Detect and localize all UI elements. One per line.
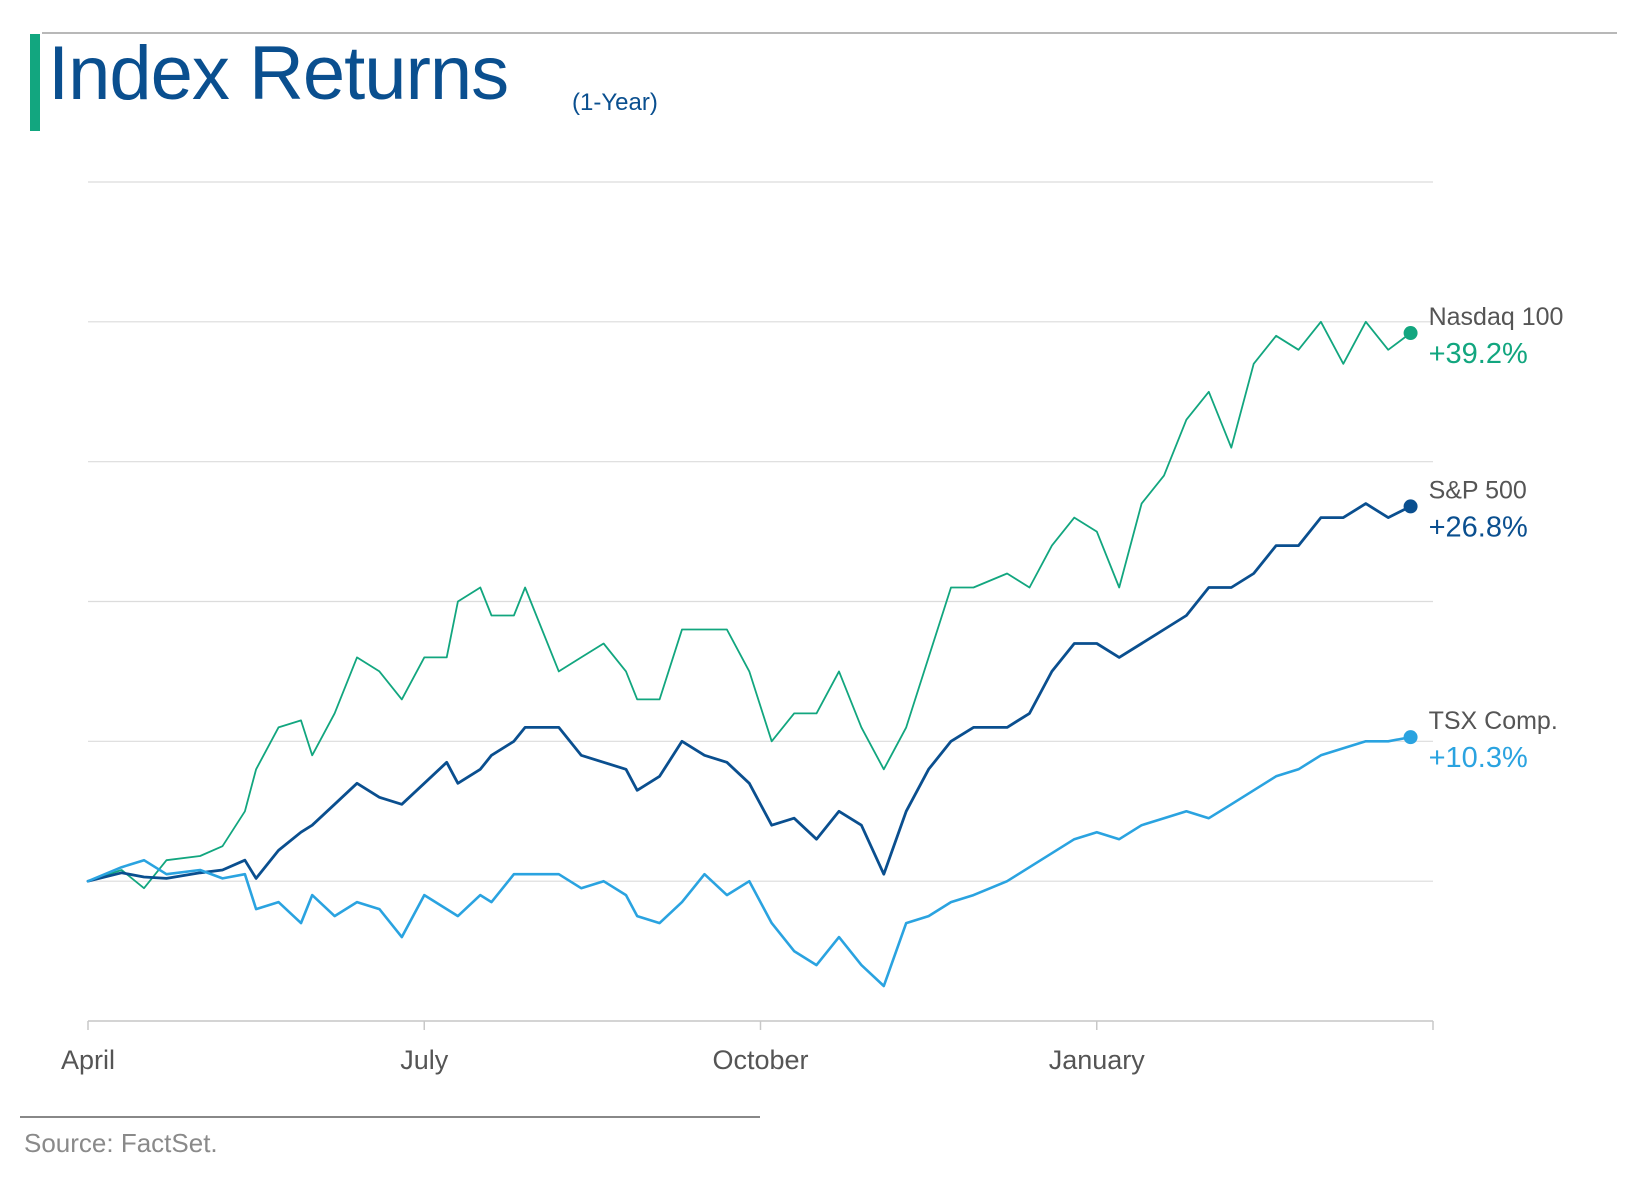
x-tick-label-3: January — [1049, 1045, 1146, 1075]
series-name-tsx-comp: TSX Comp. — [1429, 707, 1558, 735]
x-axis: April July October January — [61, 1020, 1434, 1075]
x-tick-label-1: July — [400, 1045, 449, 1075]
end-dot-s-p-500 — [1403, 499, 1418, 514]
series-line-nasdaq-100 — [87, 320, 1412, 890]
chart-title: Index Returns — [48, 31, 509, 116]
series-line-tsx-comp — [86, 735, 1412, 988]
series-value-nasdaq-100: +39.2% — [1429, 338, 1528, 370]
series-lines — [86, 320, 1412, 988]
title-accent-bar — [30, 34, 40, 131]
x-tick-label-2: October — [712, 1045, 808, 1075]
source-rule — [20, 1116, 760, 1118]
series-name-nasdaq-100: Nasdaq 100 — [1429, 303, 1564, 331]
x-tick-label-0: April — [61, 1045, 115, 1075]
end-labels: Nasdaq 100 +39.2% S&P 500 +26.8% TSX Comp. +1… — [1403, 303, 1564, 774]
end-dot-nasdaq-100 — [1403, 326, 1418, 341]
series-line-s-p-500 — [86, 502, 1412, 883]
source-note: Source: FactSet. — [24, 1128, 218, 1158]
top-rule — [42, 32, 1617, 34]
series-value-tsx-comp: +10.3% — [1429, 742, 1528, 774]
chart-subtitle: (1-Year) — [572, 89, 658, 116]
gridlines — [88, 181, 1433, 1022]
series-name-s-p-500: S&P 500 — [1429, 476, 1527, 504]
series-value-s-p-500: +26.8% — [1429, 511, 1528, 543]
end-dot-tsx-comp — [1403, 730, 1418, 745]
